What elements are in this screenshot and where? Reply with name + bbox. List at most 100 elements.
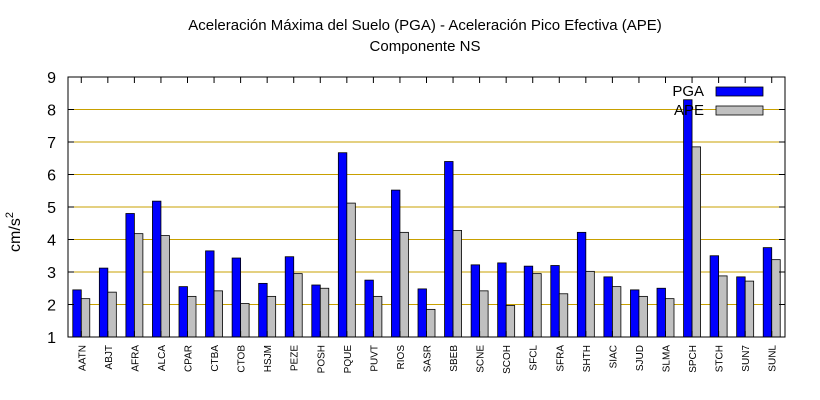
bar-pga-shth xyxy=(576,231,587,338)
bar-ape-ctob xyxy=(240,303,250,338)
x-tick-label: SASR xyxy=(423,345,434,372)
y-tick-label: 3 xyxy=(47,265,56,282)
bar-pga-sjud xyxy=(630,289,640,338)
bar-ape-stch xyxy=(718,275,728,338)
x-tick-label: SCOH xyxy=(502,345,513,374)
bar-pga-alca xyxy=(152,200,162,338)
legend: PGA APE xyxy=(672,83,764,119)
y-axis-label: cm/s2 xyxy=(4,212,24,252)
y-tick-label: 4 xyxy=(47,233,56,250)
bar-pga-abjt xyxy=(98,267,109,338)
chart-title: Aceleración Máxima del Suelo (PGA) - Ace… xyxy=(188,17,662,34)
axis-ticks: 1 2 3 4 5 6 7 8 9 AATN ABJT AFRA ALCA CPAR CTBA CTOB HSJ… xyxy=(47,70,785,374)
bar-ape-ctba xyxy=(213,290,223,338)
bar-pga-scoh xyxy=(497,262,507,338)
x-tick-label: SPCH xyxy=(688,345,699,373)
bar-ape-pque xyxy=(346,202,356,338)
bar-ape-sjud xyxy=(638,295,648,338)
bar-pga-scne xyxy=(470,264,481,338)
bar-pga-sfra xyxy=(550,265,560,338)
x-tick-label: SJUD xyxy=(635,345,646,371)
bar-ape-sbeb xyxy=(452,229,462,338)
bar-pga-posh xyxy=(311,284,321,338)
bar-ape-puvt xyxy=(372,295,383,338)
x-tick-label: STCH xyxy=(715,345,726,372)
bar-pga-sunl xyxy=(762,247,773,338)
bar-pga-slma xyxy=(656,287,666,338)
x-tick-label: ABJT xyxy=(104,345,115,369)
y-tick-label: 6 xyxy=(47,168,56,185)
y-tick-label: 7 xyxy=(47,135,56,152)
x-tick-label: AATN xyxy=(77,345,88,371)
y-tick-label: 2 xyxy=(47,298,56,315)
x-tick-label: SUN7 xyxy=(741,345,752,372)
x-tick-label: SBEB xyxy=(449,345,460,372)
x-tick-label: ALCA xyxy=(157,345,168,371)
x-tick-label: SIAC xyxy=(608,345,619,368)
bar-pga-ctob xyxy=(231,257,242,338)
bar-ape-posh xyxy=(319,287,330,338)
x-tick-label: CTBA xyxy=(210,345,221,372)
bar-ape-sunl xyxy=(771,259,781,338)
bar-ape-aatn xyxy=(80,298,91,338)
bar-pga-aatn xyxy=(72,289,82,338)
bar-ape-scoh xyxy=(505,305,516,338)
bar-ape-sasr xyxy=(426,308,436,338)
x-tick-label: SCNE xyxy=(476,345,487,373)
bar-pga-puvt xyxy=(364,279,374,338)
bar-pga-sfcl xyxy=(523,265,534,338)
bar-ape-spch xyxy=(691,146,701,338)
bar-ape-sfra xyxy=(558,293,569,338)
bar-ape-scne xyxy=(479,290,489,338)
bar-pga-ctba xyxy=(205,250,215,338)
bar-ape-abjt xyxy=(107,291,117,338)
x-tick-label: SFCL xyxy=(529,345,540,371)
x-tick-label: PUVT xyxy=(369,345,380,372)
bar-pga-spch xyxy=(683,99,693,338)
bar-pga-sun7 xyxy=(736,276,746,338)
bar-pga-cpar xyxy=(178,286,188,338)
bar-pga-stch xyxy=(709,255,720,338)
x-tick-label: SUNL xyxy=(768,345,779,372)
bar-ape-peze xyxy=(293,273,303,338)
y-axis-label-exponent: 2 xyxy=(4,212,16,218)
chart-subtitle: Componente NS xyxy=(369,38,481,55)
x-tick-label: CPAR xyxy=(184,345,195,372)
legend-swatch-ape xyxy=(715,105,764,116)
x-tick-label: HSJM xyxy=(263,345,274,372)
x-tick-label: SFRA xyxy=(555,345,566,372)
bar-ape-slma xyxy=(665,298,675,338)
x-tick-label: PEZE xyxy=(290,345,301,371)
y-tick-label: 5 xyxy=(47,200,56,217)
y-tick-label: 8 xyxy=(47,103,56,120)
x-tick-label: AFRA xyxy=(130,345,141,372)
bar-pga-afra xyxy=(125,213,135,338)
x-tick-label: SLMA xyxy=(662,345,673,373)
bar-pga-hsjm xyxy=(258,282,268,338)
bar-ape-afra xyxy=(133,233,144,338)
bar-ape-alca xyxy=(160,235,170,338)
bar-ape-sfcl xyxy=(532,273,542,338)
y-tick-label: 9 xyxy=(47,70,56,87)
bar-ape-rios xyxy=(399,231,409,338)
bar-pga-peze xyxy=(284,256,295,338)
x-tick-label: CTOB xyxy=(237,345,248,373)
bar-ape-sun7 xyxy=(744,280,755,338)
bar-ape-siac xyxy=(611,286,622,338)
bar-ape-shth xyxy=(585,270,595,338)
bar-ape-hsjm xyxy=(266,295,277,338)
bar-pga-rios xyxy=(391,189,401,338)
x-tick-label: SHTH xyxy=(582,345,593,372)
bar-pga-siac xyxy=(603,276,613,338)
legend-swatch-pga xyxy=(715,86,764,97)
legend-label-pga: PGA xyxy=(672,83,704,100)
y-axis-label-unit: cm/s xyxy=(7,218,24,252)
x-tick-label: POSH xyxy=(316,345,327,373)
bar-ape-cpar xyxy=(187,295,197,338)
grid-lines xyxy=(68,109,785,305)
legend-label-ape: APE xyxy=(674,102,704,119)
bar-pga-pque xyxy=(337,152,348,338)
x-tick-label: RIOS xyxy=(396,345,407,370)
x-tick-label: PQUE xyxy=(343,345,354,374)
